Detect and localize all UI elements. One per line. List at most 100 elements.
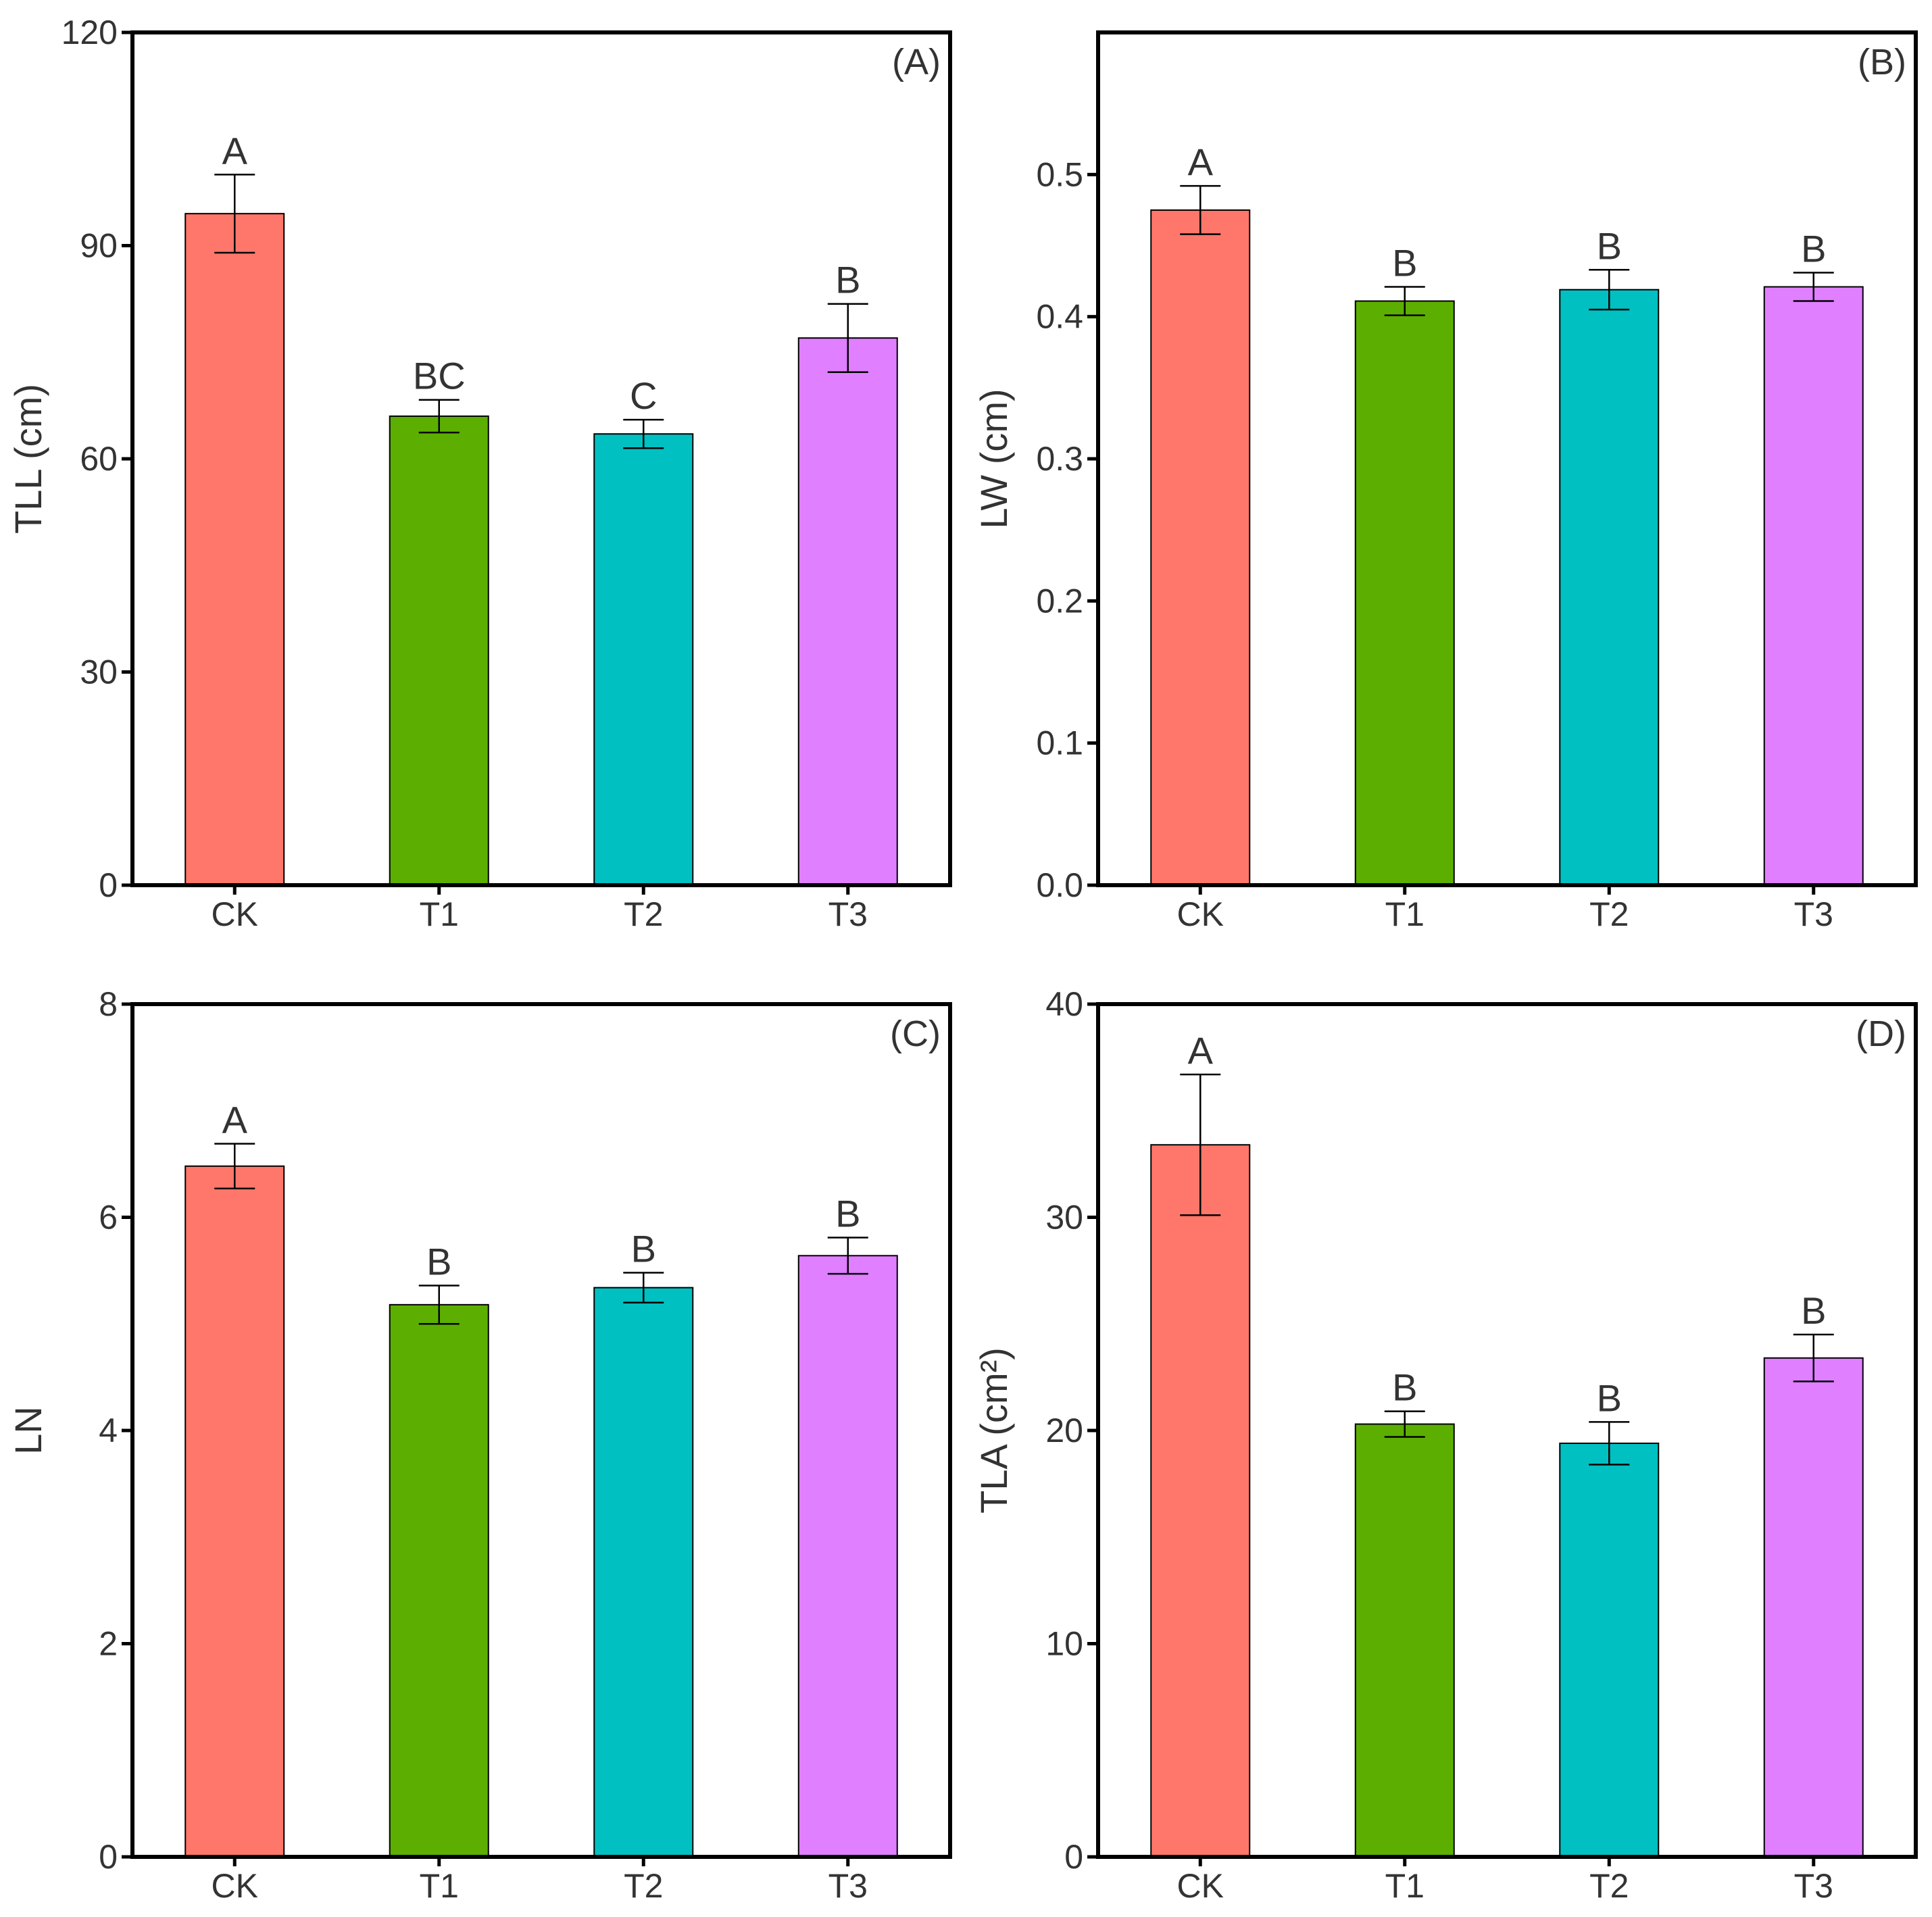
x-tick-label: T2 <box>1589 895 1629 933</box>
error-bar-ck <box>1180 184 1221 235</box>
significance-label: B <box>835 259 860 301</box>
significance-label: B <box>1392 241 1417 284</box>
bar-t2 <box>1559 289 1660 887</box>
error-bar-ck <box>214 1143 255 1190</box>
y-tick-label: 0.3 <box>1036 440 1083 478</box>
x-tick-label: T3 <box>828 895 868 933</box>
x-tick-label: T3 <box>828 1867 868 1905</box>
plot-frame <box>130 1002 952 1859</box>
y-axis-title: LW (cm) <box>972 389 1015 528</box>
bar-ck <box>1150 209 1251 886</box>
significance-label: B <box>631 1228 656 1270</box>
x-tick-label: T2 <box>624 895 663 933</box>
plot-frame <box>1096 30 1918 887</box>
y-tick-label: 0.2 <box>1036 582 1083 620</box>
y-tick-label: 0 <box>99 866 118 904</box>
significance-label: A <box>1188 1029 1214 1072</box>
y-tick-label: 0.0 <box>1036 866 1083 904</box>
error-bar-t2 <box>1589 269 1630 311</box>
bar-t3 <box>797 1255 898 1858</box>
x-tick-label: CK <box>1177 1867 1224 1905</box>
y-tick-label: 40 <box>1045 985 1083 1023</box>
x-tick-label: T3 <box>1794 895 1833 933</box>
error-bar-ck <box>1180 1073 1221 1216</box>
significance-label: B <box>1597 224 1622 267</box>
bar-t1 <box>389 415 489 886</box>
error-bar-t2 <box>1589 1421 1630 1466</box>
y-tick-label: 10 <box>1045 1625 1083 1663</box>
y-tick-label: 8 <box>99 985 118 1023</box>
bar-t2 <box>593 1287 694 1858</box>
y-tick-label: 0 <box>99 1838 118 1876</box>
y-tick-label: 120 <box>61 14 118 51</box>
y-tick-label: 90 <box>80 227 118 265</box>
x-tick-label: T3 <box>1794 1867 1833 1905</box>
bar-t1 <box>1354 300 1455 886</box>
error-bar-t1 <box>418 1285 460 1325</box>
x-tick-label: T2 <box>624 1867 663 1905</box>
panel-label: (C) <box>890 1014 941 1054</box>
significance-label: B <box>1392 1366 1417 1409</box>
error-bar-t1 <box>418 399 460 434</box>
significance-label: BC <box>413 355 466 397</box>
x-tick-label: CK <box>212 895 258 933</box>
bar-ck <box>1150 1144 1251 1858</box>
panel-label: (D) <box>1856 1014 1906 1054</box>
significance-label: A <box>222 129 248 172</box>
panel-b: A CK B T1 B T2 B T3 0.0 0.1 0.2 0.3 0.4 0.5 (B) LW (cm) <box>972 30 1918 933</box>
y-axis-title: LN <box>7 1406 49 1455</box>
y-tick-label: 0.4 <box>1036 298 1083 336</box>
panel-a: A CK BC T1 C T2 B T3 0 30 60 90 120 (A) TLL (cm) <box>7 14 952 933</box>
error-bar-t1 <box>1384 1410 1425 1438</box>
significance-label: B <box>426 1240 451 1283</box>
plot-frame <box>1096 1002 1918 1859</box>
y-axis-title: TLL (cm) <box>7 384 49 534</box>
y-tick-label: 0.5 <box>1036 155 1083 193</box>
significance-label: A <box>1188 141 1214 183</box>
bar-t3 <box>1763 286 1864 887</box>
significance-label: B <box>1801 227 1826 270</box>
error-bar-t3 <box>827 1237 868 1275</box>
y-tick-label: 60 <box>80 440 118 478</box>
bar-ck <box>184 213 285 886</box>
error-bar-t2 <box>623 418 664 449</box>
panel-label: (B) <box>1858 42 1906 82</box>
significance-label: C <box>630 374 657 417</box>
bar-t1 <box>1354 1423 1455 1858</box>
plot-frame <box>130 30 952 887</box>
bar-t2 <box>1559 1442 1660 1858</box>
error-bar-t3 <box>1793 272 1834 302</box>
x-tick-label: T1 <box>420 895 459 933</box>
error-bar-t3 <box>1793 1333 1834 1383</box>
x-tick-label: T1 <box>1385 895 1425 933</box>
error-bar-ck <box>214 174 255 254</box>
panel-d: A CK B T1 B T2 B T3 0 10 20 30 40 (D) TLA (cm²) <box>972 985 1918 1905</box>
panel-label: (A) <box>892 42 941 82</box>
significance-label: B <box>835 1192 860 1235</box>
significance-label: B <box>1597 1376 1622 1419</box>
bar-t3 <box>1763 1357 1864 1858</box>
bar-ck <box>184 1165 285 1858</box>
error-bar-t1 <box>1384 286 1425 316</box>
significance-label: A <box>222 1099 248 1141</box>
x-tick-label: CK <box>1177 895 1224 933</box>
bar-t2 <box>593 433 694 886</box>
y-tick-label: 20 <box>1045 1412 1083 1449</box>
y-axis-title: TLA (cm²) <box>972 1347 1015 1514</box>
significance-label: B <box>1801 1289 1826 1332</box>
y-tick-label: 30 <box>1045 1199 1083 1237</box>
error-bar-t2 <box>623 1272 664 1303</box>
bar-t3 <box>797 337 898 886</box>
y-tick-label: 30 <box>80 653 118 691</box>
y-tick-label: 6 <box>99 1199 118 1237</box>
y-tick-label: 2 <box>99 1625 118 1663</box>
x-tick-label: CK <box>212 1867 258 1905</box>
x-tick-label: T1 <box>1385 1867 1425 1905</box>
y-tick-label: 4 <box>99 1412 118 1449</box>
y-tick-label: 0.1 <box>1036 724 1083 762</box>
y-tick-label: 0 <box>1064 1838 1083 1876</box>
panel-c: A CK B T1 B T2 B T3 0 2 4 6 8 (C) LN <box>7 985 952 1905</box>
bar-t1 <box>389 1303 489 1858</box>
error-bar-t3 <box>827 303 868 373</box>
